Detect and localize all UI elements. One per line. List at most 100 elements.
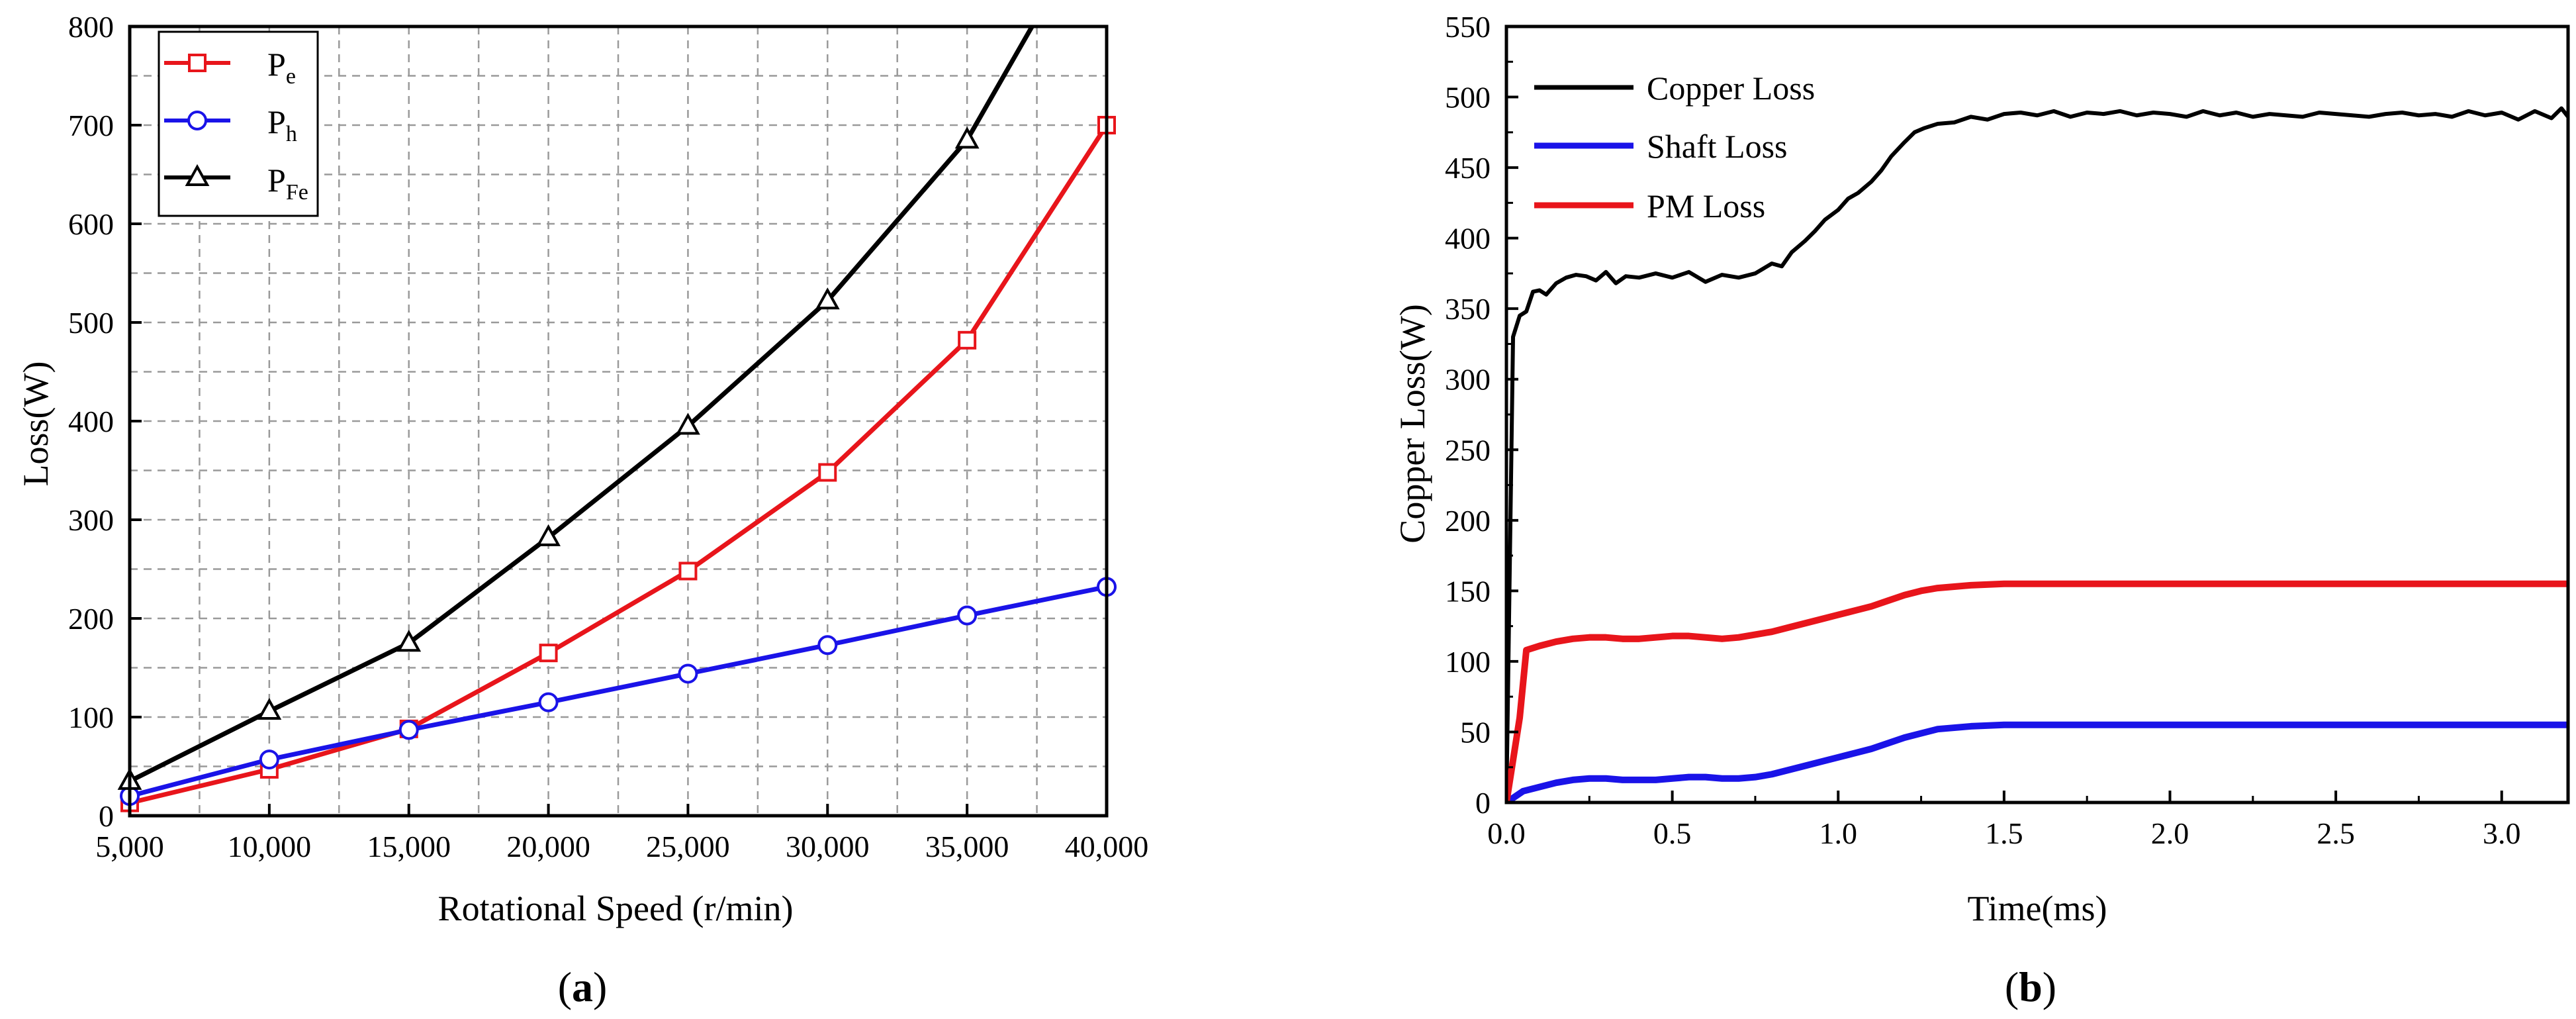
a-xtick-label: 40,000	[1065, 830, 1149, 863]
a-point-pfe	[676, 412, 700, 435]
b-xtick-label: 1.5	[1985, 816, 2023, 850]
a-ytick-label: 300	[68, 503, 114, 537]
a-xlabel: Rotational Speed (r/min)	[438, 889, 794, 928]
a-point-pe	[539, 644, 558, 663]
b-legend: Copper Loss Shaft Loss PM Loss	[1534, 70, 1815, 224]
a-point-pfe	[536, 524, 561, 546]
a-ytick-label: 400	[68, 405, 114, 438]
a-ytick-label: 500	[68, 306, 114, 340]
svg-text:Pe: Pe	[267, 46, 296, 89]
b-xlabel: Time(ms)	[1967, 889, 2107, 928]
b-legend-item-shaft: Shaft Loss	[1534, 128, 1788, 165]
a-ylabel: Loss(W)	[16, 362, 56, 487]
a-point-ph	[957, 605, 978, 626]
a-legend-sub-pfe: Fe	[286, 180, 308, 205]
b-ytick-label: 300	[1445, 363, 1491, 397]
b-ytick-label: 0	[1475, 786, 1491, 820]
a-xtick-label: 15,000	[367, 830, 451, 863]
b-ytick-label: 550	[1445, 10, 1491, 44]
a-legend-label-ph: P	[267, 103, 286, 140]
b-xtick-label: 0.0	[1487, 816, 1526, 850]
a-legend-marker-ph	[187, 111, 207, 130]
a-legend-item-pe: Pe	[164, 46, 296, 89]
a-xtick-label: 10,000	[228, 830, 312, 863]
b-xtick-label: 0.5	[1653, 816, 1692, 850]
b-ytick-label: 150	[1445, 574, 1491, 608]
a-ytick-label: 700	[68, 109, 114, 142]
a-point-ph	[817, 635, 838, 655]
b-ticks	[1505, 25, 2503, 804]
a-legend-item-pfe: PFe	[164, 162, 308, 205]
a-legend-marker-pe	[188, 54, 207, 72]
b-xtick-label: 1.0	[1819, 816, 1858, 850]
a-legend-sub-pe: e	[286, 64, 296, 89]
a-ytick-label: 600	[68, 207, 114, 241]
b-legend-label-pm: PM Loss	[1647, 187, 1765, 224]
b-ytick-label: 500	[1445, 81, 1491, 115]
a-legend-label-pfe: P	[267, 162, 286, 199]
a-ytick-label: 100	[68, 701, 114, 734]
a-series-lines	[130, 26, 1107, 806]
a-legend: Pe Ph PFe	[158, 30, 319, 217]
b-caption-letter: b	[2019, 963, 2043, 1010]
b-xtick-label: 3.0	[2483, 816, 2521, 850]
a-ytick-label: 200	[68, 602, 114, 636]
svg-text:Ph: Ph	[267, 103, 297, 146]
a-legend-item-ph: Ph	[164, 103, 297, 146]
b-ytick-label: 50	[1460, 715, 1491, 749]
b-ylabel: Copper Loss(W)	[1393, 304, 1432, 543]
b-legend-item-copper: Copper Loss	[1534, 70, 1815, 107]
a-line-pfe	[130, 26, 1035, 783]
a-ytick-label: 800	[68, 10, 114, 44]
b-line-shaft-loss	[1506, 721, 2568, 802]
b-caption: (b)	[2005, 963, 2056, 1010]
a-point-ph	[398, 720, 419, 740]
a-caption-letter: a	[572, 963, 593, 1010]
b-series-lines	[1506, 106, 2568, 802]
a-xtick-label: 25,000	[646, 830, 730, 863]
b-ytick-label: 100	[1445, 645, 1491, 679]
a-point-pe	[958, 330, 977, 350]
b-tick-labels: 0.0 0.5 1.0 1.5 2.0 2.5 3.0 0 50 100 150 200 250 300 3…	[1445, 10, 2521, 850]
b-line-copper-loss	[1506, 106, 2568, 802]
b-legend-label-copper: Copper Loss	[1647, 70, 1815, 107]
b-ytick-label: 450	[1445, 151, 1491, 185]
a-point-pfe	[396, 630, 422, 652]
b-legend-item-pm: PM Loss	[1534, 187, 1765, 224]
a-xtick-label: 35,000	[925, 830, 1009, 863]
a-point-pfe	[954, 126, 980, 149]
a-ytick-label: 0	[99, 799, 114, 833]
a-line-pe	[130, 124, 1107, 806]
a-legend-marker-pfe	[185, 164, 210, 186]
b-ytick-label: 200	[1445, 504, 1491, 538]
a-ticks	[128, 25, 1108, 817]
a-point-ph	[538, 692, 559, 712]
a-point-pe	[678, 561, 698, 581]
a-line-ph	[130, 584, 1107, 799]
a-point-pe	[818, 463, 837, 482]
a-xtick-label: 5,000	[95, 830, 164, 863]
a-caption: (a)	[558, 963, 608, 1010]
a-point-pfe	[815, 287, 840, 310]
b-legend-label-shaft: Shaft Loss	[1647, 128, 1788, 165]
b-xtick-label: 2.0	[2151, 816, 2189, 850]
a-point-pfe	[257, 697, 282, 720]
b-ytick-label: 250	[1445, 433, 1491, 467]
b-ytick-label: 350	[1445, 292, 1491, 326]
a-tick-labels: 5,000 10,000 15,000 20,000 25,000 30,000 35,00…	[68, 10, 1148, 863]
svg-text:PFe: PFe	[267, 162, 308, 205]
a-xtick-label: 20,000	[506, 830, 590, 863]
b-line-pm-loss	[1506, 580, 2568, 802]
a-legend-sub-ph: h	[286, 122, 297, 146]
chart-b: 0.0 0.5 1.0 1.5 2.0 2.5 3.0 0 50 100 150 200 250 300 3…	[1393, 10, 2570, 1010]
a-grid	[130, 26, 1107, 816]
b-ytick-label: 400	[1445, 222, 1491, 256]
b-xtick-label: 2.5	[2317, 816, 2355, 850]
a-point-ph	[678, 663, 698, 684]
a-xtick-label: 30,000	[786, 830, 870, 863]
a-legend-label-pe: P	[267, 46, 286, 83]
a-point-ph	[259, 750, 279, 770]
